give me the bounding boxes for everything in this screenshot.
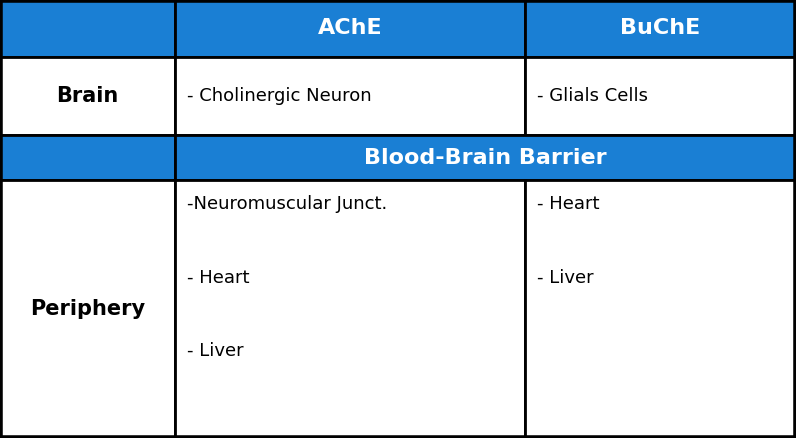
Bar [525,180,796,438]
Bar [175,0,525,57]
Bar [0,180,175,438]
Bar [0,135,175,180]
Text: - Heart: - Heart [187,269,249,287]
Bar [0,57,175,135]
Bar [525,57,796,135]
Text: Brain: Brain [57,86,119,106]
Text: - Liver: - Liver [187,343,244,360]
Text: Blood-Brain Barrier: Blood-Brain Barrier [365,148,607,167]
Text: Periphery: Periphery [30,299,145,319]
Text: - Cholinergic Neuron: - Cholinergic Neuron [187,87,372,105]
Text: -Neuromuscular Junct.: -Neuromuscular Junct. [187,195,387,213]
Bar [0,0,175,57]
Bar [175,135,796,180]
Text: - Liver: - Liver [537,269,594,287]
Text: BuChE: BuChE [620,18,700,39]
Bar [175,180,525,438]
Text: AChE: AChE [318,18,382,39]
Text: - Glials Cells: - Glials Cells [537,87,648,105]
Text: - Heart: - Heart [537,195,599,213]
Bar [175,57,525,135]
Bar [525,0,796,57]
